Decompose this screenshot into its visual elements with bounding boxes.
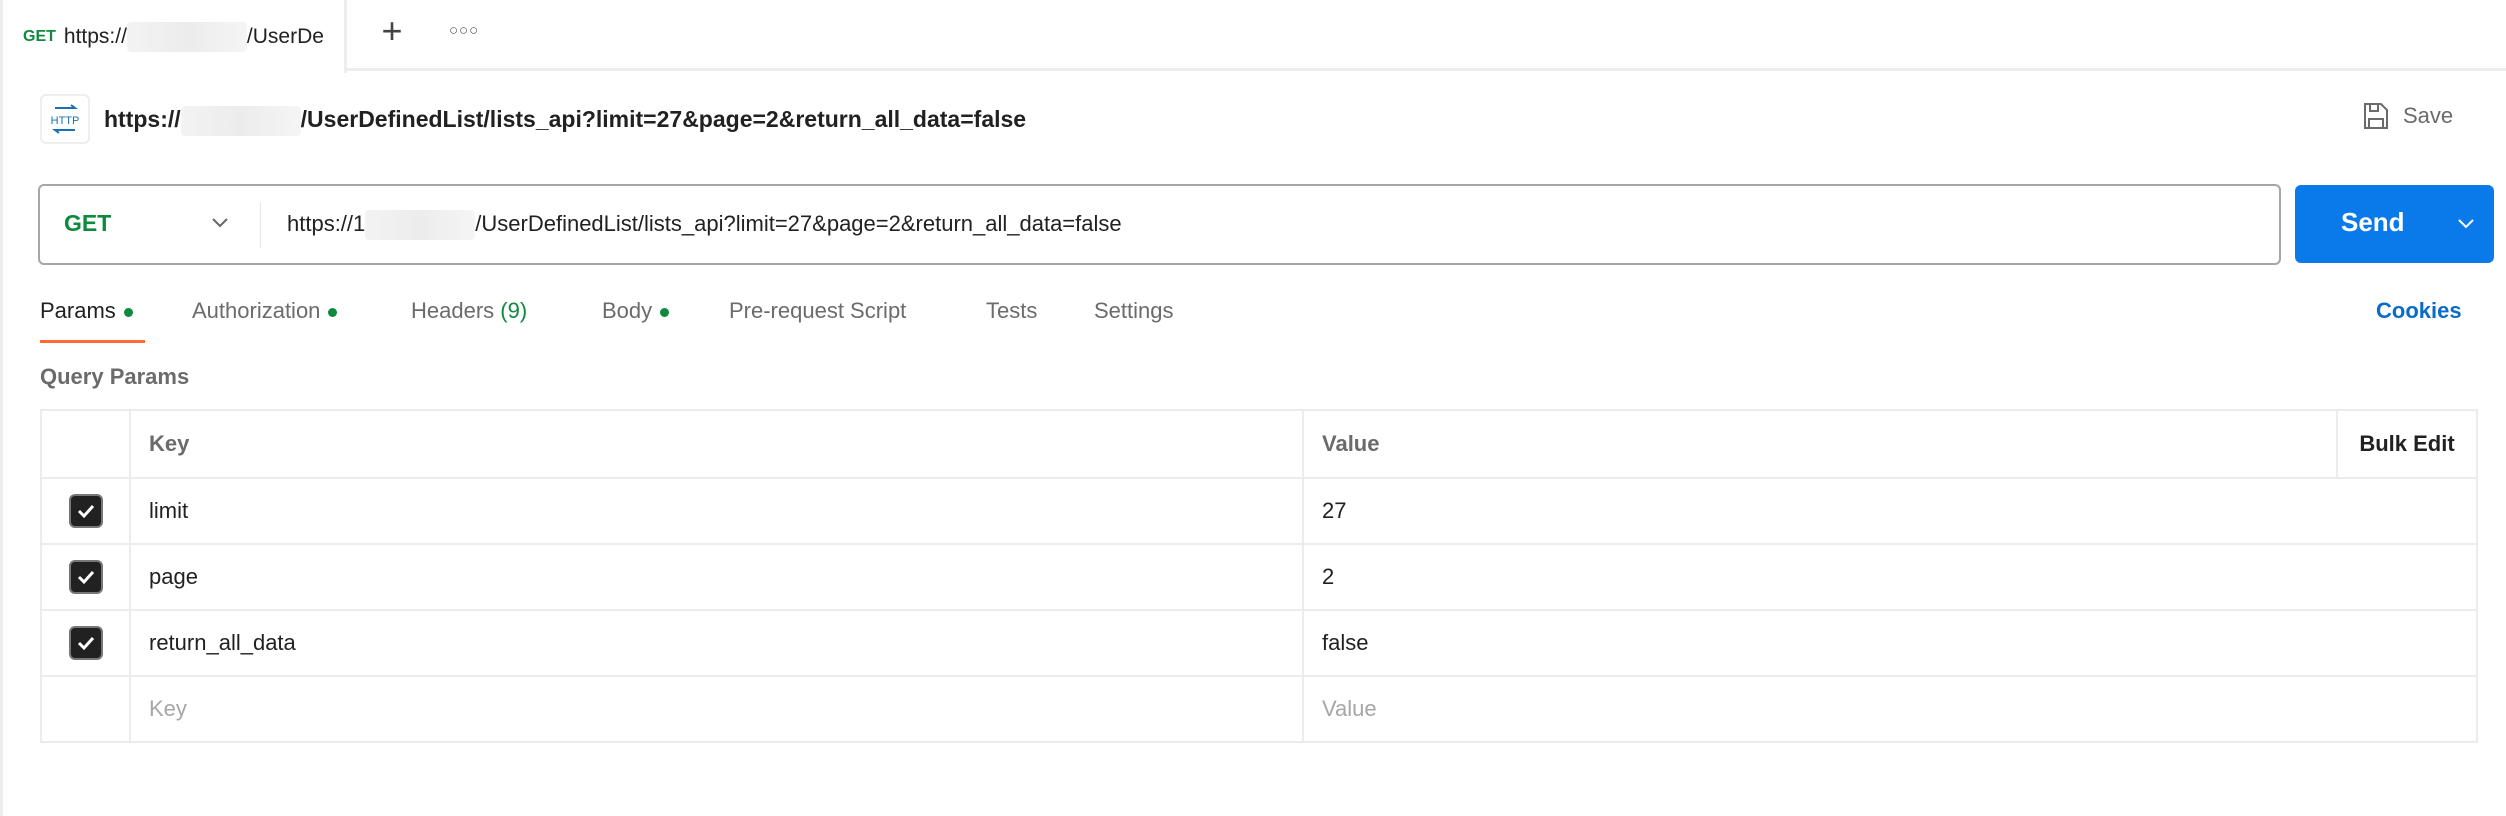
check-icon	[77, 570, 94, 585]
cookies-link[interactable]: Cookies	[2376, 298, 2462, 323]
header-key: Key	[131, 411, 1304, 477]
active-tab-indicator	[40, 340, 145, 343]
url-input[interactable]: https://1/UserDefinedList/lists_api?limi…	[287, 210, 1122, 240]
save-icon	[2364, 103, 2388, 129]
check-icon	[77, 636, 94, 651]
table-row: page 2	[42, 543, 2476, 609]
http-icon: HTTP	[40, 94, 90, 144]
more-dots-icon[interactable]: ○○○	[449, 22, 480, 39]
url-prefix: https://1	[287, 210, 366, 236]
tab-url-suffix: /UserDe	[246, 24, 324, 48]
title-prefix: https://	[104, 106, 181, 133]
tab-headers[interactable]: Headers (9)	[411, 298, 527, 324]
param-key[interactable]: return_all_data	[131, 611, 1304, 675]
method-select[interactable]: GET	[64, 210, 112, 236]
status-dot	[123, 307, 133, 317]
divider	[260, 202, 261, 248]
new-key-input[interactable]: Key	[131, 677, 1304, 741]
checkbox-cell	[42, 479, 131, 543]
checkbox[interactable]	[68, 560, 103, 594]
chevron-down-icon[interactable]	[210, 208, 230, 238]
table-header: Key Value Bulk Edit	[42, 411, 2476, 477]
checkbox-column	[42, 411, 131, 477]
param-key[interactable]: page	[131, 545, 1304, 609]
redacted-host	[365, 210, 476, 240]
title-suffix: /UserDefinedList/lists_api?limit=27&page…	[300, 106, 1027, 133]
plus-icon[interactable]: +	[381, 10, 403, 51]
param-value[interactable]: false	[1322, 630, 1369, 655]
url-suffix: /UserDefinedList/lists_api?limit=27&page…	[475, 210, 1122, 236]
query-params-table: Key Value Bulk Edit limit 27 page 2 retu…	[40, 409, 2478, 743]
tab-authorization[interactable]: Authorization	[192, 298, 338, 324]
svg-text:HTTP: HTTP	[51, 115, 80, 127]
bulk-edit-button[interactable]: Bulk Edit	[2336, 411, 2476, 477]
checkbox[interactable]	[68, 626, 103, 660]
tab-url-prefix: https://	[63, 24, 127, 48]
tab-bar	[3, 0, 2506, 71]
headers-count: (9)	[500, 298, 528, 323]
request-tab[interactable]: GET https:// /UserDe	[3, 0, 347, 73]
save-label: Save	[2403, 103, 2454, 128]
redacted-host	[126, 21, 247, 52]
param-key[interactable]: limit	[131, 479, 1304, 543]
table-row: return_all_data false	[42, 609, 2476, 675]
tab-tests[interactable]: Tests	[986, 298, 1038, 323]
status-dot	[328, 307, 338, 317]
checkbox-cell	[42, 611, 131, 675]
query-params-title: Query Params	[40, 364, 190, 389]
table-row: limit 27	[42, 477, 2476, 543]
status-dot	[660, 307, 670, 317]
send-label: Send	[2341, 207, 2405, 237]
param-value[interactable]: 27	[1322, 498, 1347, 523]
checkbox-cell	[42, 677, 131, 741]
chevron-down-icon[interactable]	[2455, 209, 2477, 239]
table-row-new: Key Value	[42, 675, 2476, 741]
new-value-input[interactable]: Value	[1322, 696, 1377, 721]
param-value[interactable]: 2	[1322, 564, 1335, 589]
checkbox[interactable]	[68, 494, 103, 528]
tab-label: Headers	[411, 298, 495, 323]
url-bar: GET https://1/UserDefinedList/lists_api?…	[38, 184, 2281, 265]
tab-label: Params	[40, 298, 116, 323]
tab-label: Body	[602, 298, 653, 323]
redacted-host	[180, 106, 301, 136]
check-icon	[77, 504, 94, 519]
checkbox-cell	[42, 545, 131, 609]
save-button[interactable]: Save	[2363, 102, 2453, 130]
tab-method: GET	[23, 27, 56, 45]
tab-body[interactable]: Body	[602, 298, 670, 324]
tab-label: Authorization	[192, 298, 321, 323]
send-button[interactable]: Send	[2295, 185, 2494, 263]
tab-params[interactable]: Params	[40, 298, 133, 324]
request-title[interactable]: https:// /UserDefinedList/lists_api?limit…	[104, 106, 1026, 136]
header-value: Value	[1322, 431, 1380, 456]
tab-pre-request-script[interactable]: Pre-request Script	[729, 298, 907, 323]
tab-settings[interactable]: Settings	[1094, 298, 1174, 323]
